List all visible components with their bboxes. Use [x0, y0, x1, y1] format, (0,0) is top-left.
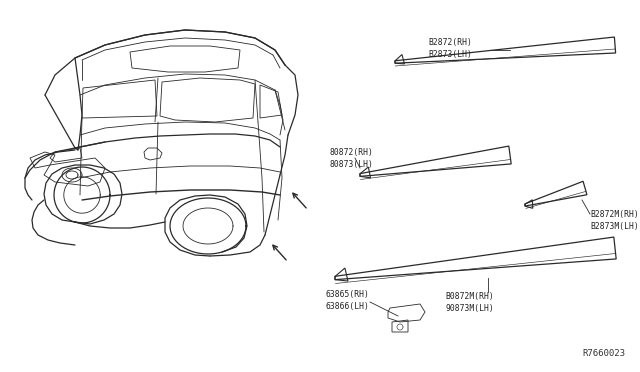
Text: 80872(RH)
80873(LH): 80872(RH) 80873(LH)	[330, 148, 374, 169]
Text: R7660023: R7660023	[582, 349, 625, 358]
Text: B2872(RH)
B2873(LH): B2872(RH) B2873(LH)	[428, 38, 472, 59]
Text: B0872M(RH)
90873M(LH): B0872M(RH) 90873M(LH)	[445, 292, 493, 313]
Text: B2872M(RH)
B2873M(LH): B2872M(RH) B2873M(LH)	[590, 210, 639, 231]
Text: 63865(RH)
63866(LH): 63865(RH) 63866(LH)	[326, 290, 370, 311]
